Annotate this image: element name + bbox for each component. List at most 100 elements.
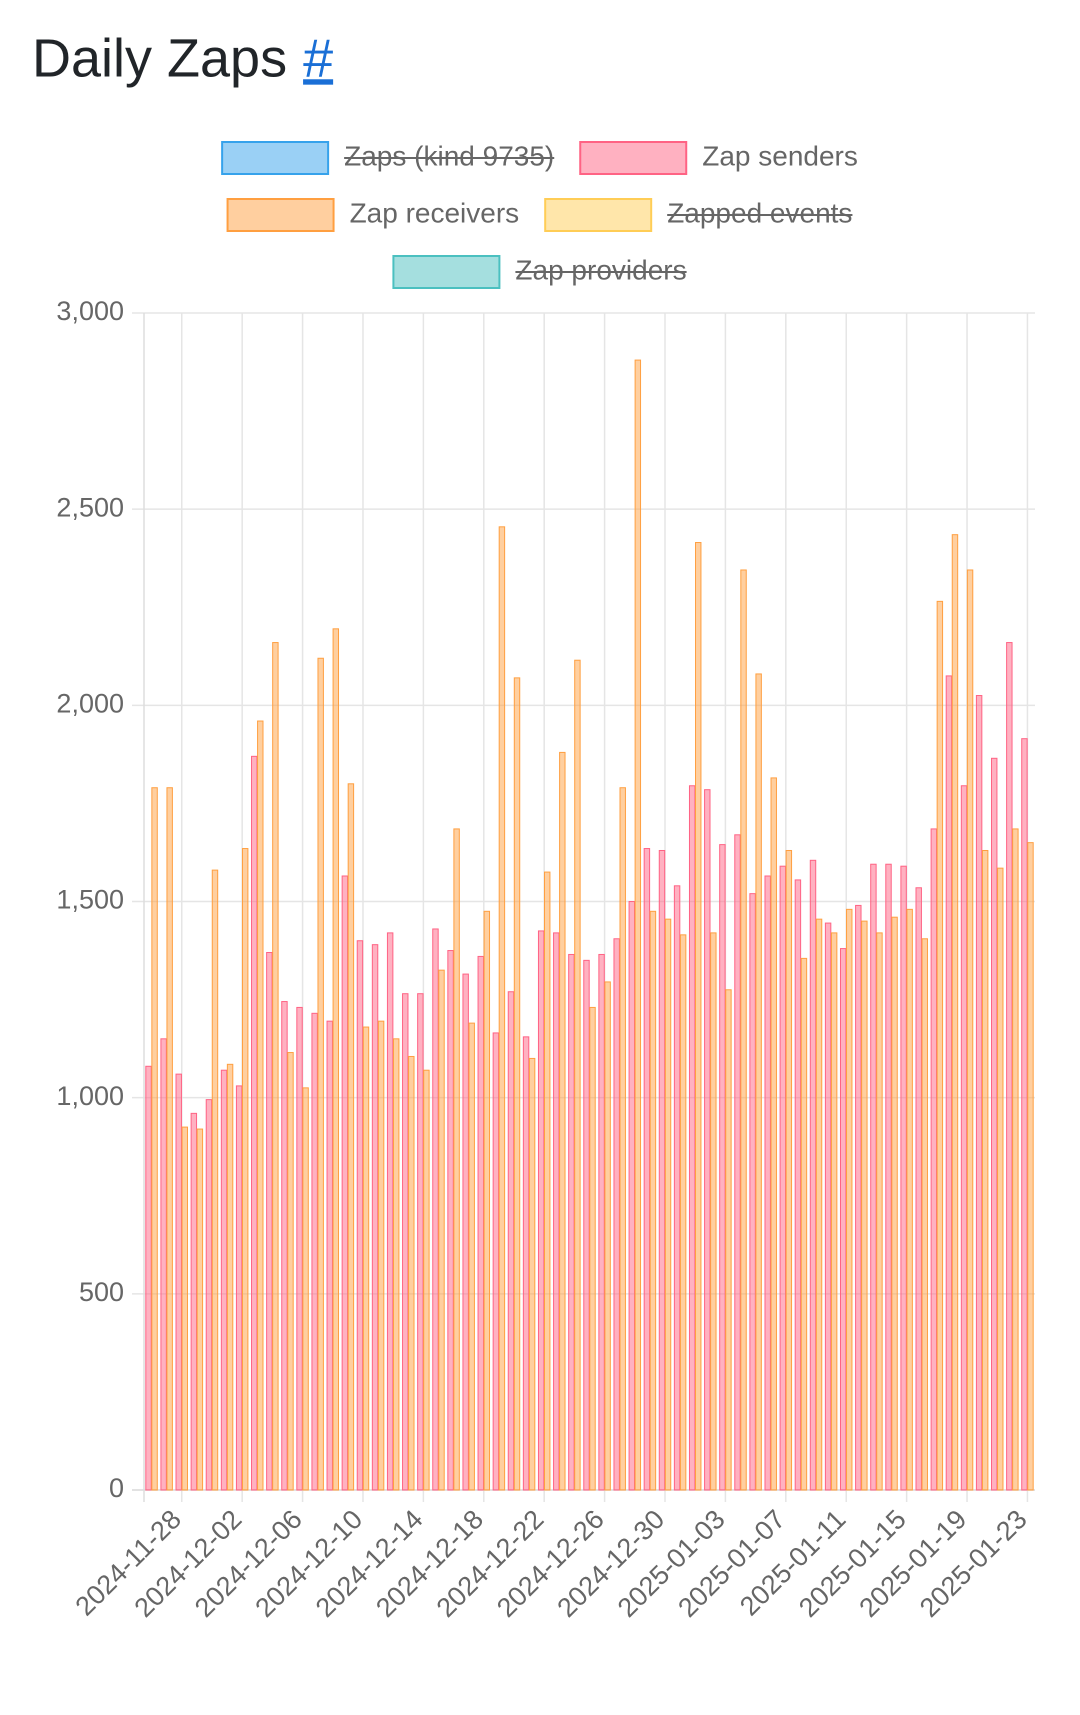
y-tick-label: 2,500 (56, 492, 124, 522)
bar (211, 869, 219, 1491)
bar (673, 885, 681, 1491)
bar (205, 1099, 213, 1491)
legend-swatch (221, 141, 330, 175)
bar (402, 993, 409, 1491)
bar (281, 1001, 288, 1491)
bar (975, 695, 983, 1491)
legend-item[interactable]: Zap senders (579, 140, 858, 175)
bar (997, 867, 1004, 1491)
y-tick-label: 1,000 (56, 1081, 124, 1111)
bar (574, 659, 581, 1491)
bar (589, 1006, 596, 1491)
bar (688, 785, 696, 1491)
bar (462, 973, 469, 1491)
bar (160, 1038, 167, 1491)
legend-label: Zaps (kind 9735) (344, 140, 554, 171)
bar (332, 628, 340, 1491)
bar (764, 875, 771, 1491)
legend-label: Zapped events (667, 197, 852, 228)
y-tick-label: 1,500 (56, 885, 124, 915)
bar (725, 989, 732, 1491)
bar (966, 569, 974, 1491)
bar (921, 938, 928, 1491)
bar (679, 934, 687, 1491)
bar (891, 916, 898, 1491)
bar (619, 787, 626, 1491)
bar (341, 875, 349, 1491)
bar (839, 948, 847, 1491)
bar (559, 751, 566, 1491)
bar (809, 859, 817, 1491)
bar (846, 908, 853, 1491)
bar (824, 922, 832, 1491)
bar (377, 1020, 385, 1491)
bar (815, 918, 823, 1491)
legend-label: Zap providers (515, 254, 686, 285)
bar (734, 834, 741, 1491)
legend-item[interactable]: Zapped events (544, 197, 853, 232)
bar (537, 930, 545, 1491)
bar (930, 828, 938, 1491)
bar (257, 720, 264, 1491)
bar (613, 938, 620, 1491)
bar (266, 952, 273, 1491)
bar (604, 981, 611, 1491)
bar (1021, 738, 1028, 1491)
bar (477, 955, 484, 1491)
bar (507, 991, 515, 1491)
bar (492, 1032, 500, 1491)
bar (302, 1087, 309, 1491)
bar (704, 789, 711, 1491)
legend-label: Zap senders (702, 140, 858, 171)
bar (423, 1069, 430, 1491)
bar (498, 526, 506, 1491)
bar (906, 908, 913, 1491)
bar (386, 932, 394, 1491)
bar (568, 953, 575, 1491)
bar (1006, 642, 1013, 1491)
bar (513, 677, 521, 1491)
legend-item[interactable]: Zap providers (392, 254, 687, 289)
bar (936, 600, 944, 1491)
bar (583, 959, 590, 1491)
bar (598, 953, 605, 1491)
bar (272, 642, 279, 1491)
bar (885, 863, 892, 1491)
bar (710, 932, 717, 1491)
title-anchor-link[interactable]: # (303, 28, 333, 88)
bar (432, 928, 439, 1491)
legend-label: Zap receivers (350, 197, 520, 228)
bar (695, 542, 702, 1491)
bar (649, 910, 657, 1491)
bar (740, 569, 747, 1491)
bar (453, 828, 460, 1491)
legend-item[interactable]: Zaps (kind 9735) (221, 140, 555, 175)
bar (196, 1128, 204, 1491)
bar (634, 359, 642, 1491)
bar (1027, 842, 1034, 1491)
bar (235, 1085, 243, 1491)
bar (770, 777, 777, 1491)
y-tick-label: 0 (109, 1473, 124, 1503)
bar (438, 969, 445, 1491)
legend-swatch (579, 141, 688, 175)
bar (311, 1012, 318, 1491)
bar (1012, 828, 1019, 1491)
chart-title: Daily Zaps (32, 28, 287, 88)
bar (800, 957, 808, 1491)
bar (190, 1112, 198, 1491)
bar (664, 918, 672, 1491)
bar (945, 675, 953, 1491)
bar (960, 785, 968, 1491)
y-tick-label: 2,000 (56, 688, 124, 718)
bar (151, 787, 158, 1491)
bar (362, 1026, 370, 1491)
bar (628, 901, 636, 1491)
bar (175, 1073, 182, 1491)
bar (779, 865, 787, 1491)
bar (317, 657, 324, 1491)
bar (991, 757, 998, 1491)
legend-item[interactable]: Zap receivers (226, 197, 520, 232)
bar (900, 865, 907, 1491)
